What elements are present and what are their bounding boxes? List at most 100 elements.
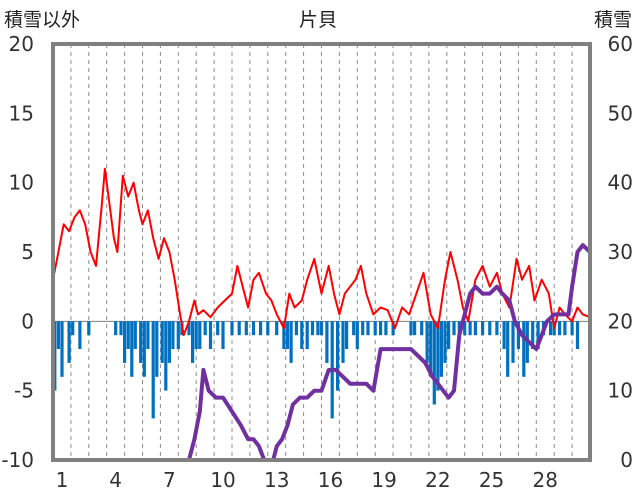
x-tick-label: 4 — [109, 468, 122, 492]
precipitation-bar — [251, 321, 256, 336]
precipitation-bar — [429, 321, 433, 377]
precipitation-bar — [352, 321, 356, 336]
precipitation-bar — [516, 321, 520, 349]
precipitation-bar — [436, 321, 440, 391]
precipitation-bar — [506, 321, 510, 377]
precipitation-bar — [130, 321, 134, 377]
left-tick-label: 20 — [9, 32, 34, 56]
left-y-axis: 20 15 10 5 0 -5 -10 — [1, 32, 34, 472]
precipitation-bar — [67, 321, 71, 363]
precipitation-bar — [300, 321, 304, 349]
left-tick-label: -10 — [1, 448, 34, 472]
precipitation-bar — [575, 321, 580, 349]
left-tick-label: 5 — [21, 240, 34, 264]
precipitation-bar — [522, 321, 526, 377]
precipitation-bar — [384, 321, 388, 336]
precipitation-bar — [488, 321, 492, 336]
precipitation-bar — [439, 321, 443, 377]
precipitation-bar — [443, 321, 447, 363]
precipitation-bar — [536, 321, 540, 349]
precipitation-bar — [420, 321, 424, 336]
right-y-axis: 60 50 40 30 20 10 0 — [608, 32, 633, 472]
right-tick-label: 20 — [608, 309, 633, 333]
precipitation-bar — [531, 321, 535, 349]
vertical-gridlines — [70, 44, 573, 460]
precipitation-bar — [294, 321, 298, 336]
precipitation-bar — [160, 321, 164, 363]
right-tick-label: 30 — [608, 240, 633, 264]
precipitation-bar — [87, 321, 91, 336]
precipitation-bar — [203, 321, 207, 336]
precipitation-bar — [341, 321, 345, 363]
precipitation-bar — [319, 321, 324, 336]
right-tick-label: 0 — [620, 448, 633, 472]
right-axis-label: 積雪 — [594, 9, 632, 31]
precipitation-bar — [133, 321, 137, 349]
precipitation-bar — [425, 321, 429, 363]
precipitation-bar — [361, 321, 365, 336]
precipitation-bar — [495, 321, 499, 336]
precipitation-bar — [511, 321, 515, 363]
precipitation-bar — [409, 321, 413, 336]
precipitation-bar — [373, 321, 377, 336]
x-tick-label: 22 — [425, 468, 450, 492]
precipitation-bar — [126, 321, 130, 349]
precipitation-bar — [167, 321, 171, 363]
precipitation-bar — [432, 321, 436, 405]
precipitation-bar — [244, 321, 248, 336]
precipitation-bar — [142, 321, 146, 377]
precipitation-bar — [316, 321, 320, 336]
precipitation-bar — [379, 321, 383, 336]
x-tick-label: 13 — [264, 468, 289, 492]
precipitation-bar — [71, 321, 75, 336]
precipitation-bar — [563, 321, 567, 336]
precipitation-bar — [473, 321, 477, 336]
snow-depth-line — [53, 243, 592, 462]
precipitation-bar — [221, 321, 225, 349]
left-tick-label: 10 — [9, 171, 34, 195]
precipitation-bar — [336, 321, 340, 391]
left-tick-label: -5 — [14, 379, 34, 403]
precipitation-bar — [325, 321, 329, 363]
right-tick-label: 50 — [608, 101, 633, 125]
precipitation-bar — [285, 321, 290, 349]
precipitation-bar — [468, 321, 472, 336]
precipitation-bar — [413, 321, 417, 336]
x-tick-label: 7 — [163, 468, 176, 492]
precipitation-bar — [56, 321, 60, 349]
precipitation-bar — [366, 321, 370, 336]
precipitation-bar — [123, 321, 127, 363]
precipitation-bar — [305, 321, 309, 349]
precipitation-bar — [391, 321, 395, 336]
x-tick-label: 28 — [533, 468, 558, 492]
precipitation-bar — [481, 321, 485, 336]
precipitation-bar — [289, 321, 293, 363]
precipitation-bar — [198, 321, 202, 349]
precipitation-bar — [114, 321, 118, 336]
precipitation-bar — [345, 321, 349, 349]
precipitation-bar — [191, 321, 195, 363]
precipitation-bar — [282, 321, 286, 349]
precipitation-bar — [310, 321, 315, 336]
precipitation-bar — [187, 321, 191, 336]
precipitation-bars — [53, 321, 580, 419]
precipitation-bar — [60, 321, 64, 377]
precipitation-bar — [275, 321, 279, 336]
precipitation-bar — [447, 321, 451, 349]
precipitation-bar — [155, 321, 159, 377]
chart-title: 片貝 — [299, 9, 337, 31]
plot-frame — [51, 42, 592, 462]
x-tick-label: 25 — [479, 468, 504, 492]
precipitation-bar — [78, 321, 82, 349]
precipitation-bar — [194, 321, 198, 349]
x-tick-label: 19 — [371, 468, 396, 492]
x-tick-label: 16 — [318, 468, 343, 492]
right-tick-label: 60 — [608, 32, 633, 56]
x-tick-label: 10 — [210, 468, 235, 492]
precipitation-bar — [216, 321, 220, 336]
precipitation-bar — [259, 321, 263, 336]
precipitation-bar — [266, 321, 270, 336]
left-tick-label: 15 — [9, 101, 34, 125]
precipitation-bar — [139, 321, 143, 363]
